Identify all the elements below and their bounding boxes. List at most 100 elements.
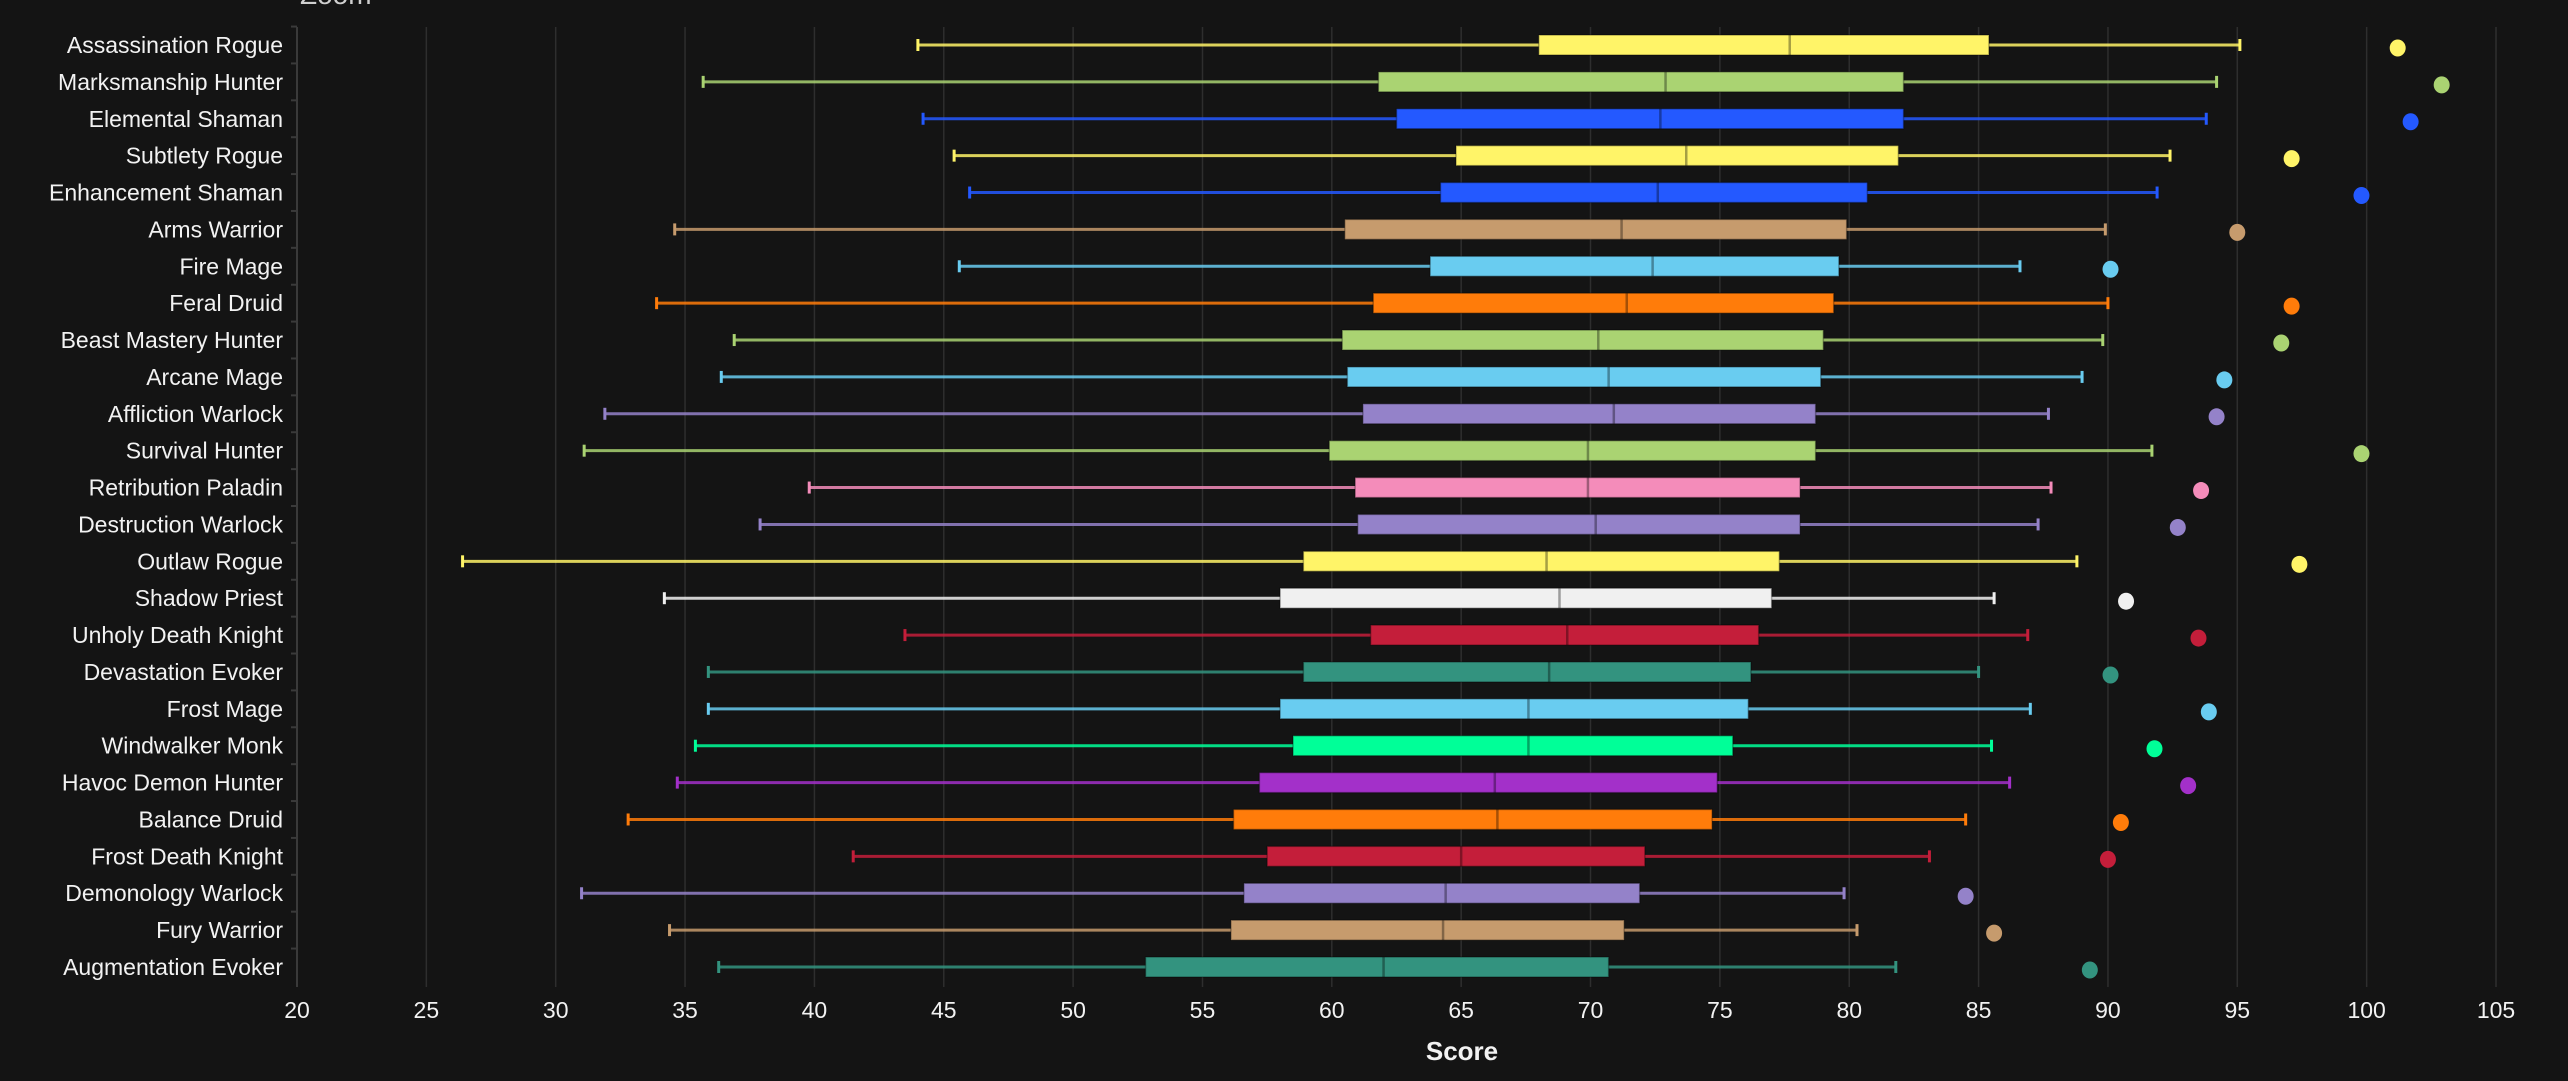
x-tick-label: 80: [1836, 997, 1862, 1023]
x-tick-label: 90: [2095, 997, 2121, 1023]
y-tick-label: Shadow Priest: [135, 585, 284, 611]
y-tick-label: Marksmanship Hunter: [58, 69, 283, 95]
iqr-box: [1243, 882, 1641, 904]
outlier-point: [2146, 740, 2163, 758]
outlier-point: [2200, 703, 2217, 721]
x-tick-label: 60: [1319, 997, 1345, 1023]
iqr-box: [1302, 550, 1781, 573]
outlier-point: [2102, 666, 2119, 684]
x-tick-label: 25: [414, 997, 440, 1023]
y-tick-label: Fury Warrior: [156, 917, 283, 943]
iqr-box: [1232, 808, 1713, 831]
box-havoc-demon-hunter: [675, 771, 2197, 795]
y-tick-label: Feral Druid: [169, 290, 283, 316]
outlier-point: [2433, 76, 2450, 94]
box-enhancement-shaman: [968, 181, 2370, 205]
x-tick-label: 45: [931, 997, 957, 1023]
iqr-box: [1356, 513, 1801, 536]
box-fire-mage: [957, 255, 2119, 278]
box-frost-death-knight: [851, 845, 2116, 868]
x-tick-label: 50: [1060, 997, 1086, 1023]
box-retribution-paladin: [807, 476, 2210, 500]
x-tick-label: 75: [1707, 997, 1733, 1023]
box-assassination-rogue: [916, 34, 2406, 57]
outlier-point: [2118, 592, 2135, 610]
iqr-box: [1439, 181, 1869, 204]
iqr-box: [1344, 218, 1848, 241]
box-survival-hunter: [582, 439, 2370, 463]
y-tick-label: Affliction Warlock: [108, 401, 284, 427]
iqr-box: [1266, 845, 1646, 868]
iqr-box: [1279, 698, 1750, 720]
outlier-point: [2283, 150, 2300, 168]
y-tick-label: Subtlety Rogue: [126, 143, 283, 169]
iqr-box: [1538, 34, 1990, 56]
y-tick-label: Unholy Death Knight: [72, 622, 284, 648]
iqr-box: [1395, 108, 1905, 130]
y-tick-label: Arcane Mage: [146, 364, 283, 390]
iqr-box: [1377, 71, 1905, 93]
y-tick-label: Balance Druid: [139, 806, 283, 832]
outlier-point: [2112, 813, 2129, 831]
y-tick-label: Augmentation Evoker: [63, 954, 283, 980]
outlier-point: [1986, 924, 2003, 942]
y-tick-label: Beast Mastery Hunter: [61, 327, 284, 353]
y-tick-label: Frost Death Knight: [91, 843, 283, 869]
outlier-point: [2229, 223, 2246, 241]
x-tick-label: 30: [543, 997, 569, 1023]
y-tick-label: Survival Hunter: [126, 438, 284, 464]
outlier-point: [2402, 113, 2419, 131]
x-tick-label: 105: [2477, 997, 2515, 1023]
box-windwalker-monk: [693, 734, 2163, 758]
outlier-point: [2283, 297, 2300, 315]
iqr-box: [1144, 956, 1610, 978]
iqr-box: [1362, 403, 1817, 425]
box-destruction-warlock: [758, 513, 2186, 536]
outlier-point: [2273, 334, 2290, 352]
outlier-point: [2190, 629, 2207, 647]
box-arms-warrior: [673, 218, 2246, 241]
x-tick-label: 40: [802, 997, 828, 1023]
x-tick-label: 85: [1966, 997, 1992, 1023]
y-tick-label: Frost Mage: [167, 696, 283, 722]
outlier-point: [2353, 187, 2370, 205]
iqr-box: [1455, 144, 1900, 167]
y-tick-label: Arms Warrior: [148, 216, 283, 242]
x-tick-label: 95: [2224, 997, 2250, 1023]
outlier-point: [1957, 887, 1974, 905]
iqr-box: [1292, 734, 1734, 757]
zoom-label[interactable]: Zoom: [300, 0, 372, 10]
outlier-point: [2081, 961, 2098, 979]
outlier-point: [2180, 777, 2197, 795]
y-tick-label: Outlaw Rogue: [137, 548, 283, 574]
x-tick-label: 55: [1190, 997, 1216, 1023]
y-axis: Assassination Rogue Marksmanship Hunter El…: [49, 25, 298, 987]
iqr-box: [1302, 661, 1752, 683]
y-tick-label: Windwalker Monk: [102, 733, 284, 759]
outlier-point: [2099, 850, 2116, 868]
iqr-box: [1354, 476, 1801, 499]
x-axis: 20 25 30 35 40 45 50 55 60 65 70 75 80 85 90 95 100 105: [284, 997, 2515, 1023]
iqr-box: [1346, 366, 1822, 388]
iqr-box: [1258, 771, 1719, 794]
iqr-box: [1341, 329, 1825, 351]
outlier-point: [2169, 518, 2186, 536]
outlier-point: [2353, 445, 2370, 463]
box-feral-druid: [655, 292, 2300, 315]
box-unholy-death-knight: [903, 624, 2207, 647]
box-balance-druid: [626, 808, 2129, 831]
outlier-point: [2216, 371, 2233, 389]
x-tick-label: 35: [672, 997, 698, 1023]
box-augmentation-evoker: [717, 956, 2098, 979]
iqr-box: [1328, 439, 1817, 462]
y-tick-label: Retribution Paladin: [89, 475, 283, 501]
box-outlaw-rogue: [461, 550, 2308, 573]
x-axis-title: Score: [1426, 1036, 1498, 1066]
x-tick-label: 65: [1448, 997, 1474, 1023]
box-shadow-priest: [662, 587, 2135, 610]
iqr-box: [1429, 255, 1840, 278]
box-demonology-warlock: [580, 882, 1974, 905]
box-subtlety-rogue: [952, 144, 2300, 168]
grid-lines: [425, 27, 2497, 987]
